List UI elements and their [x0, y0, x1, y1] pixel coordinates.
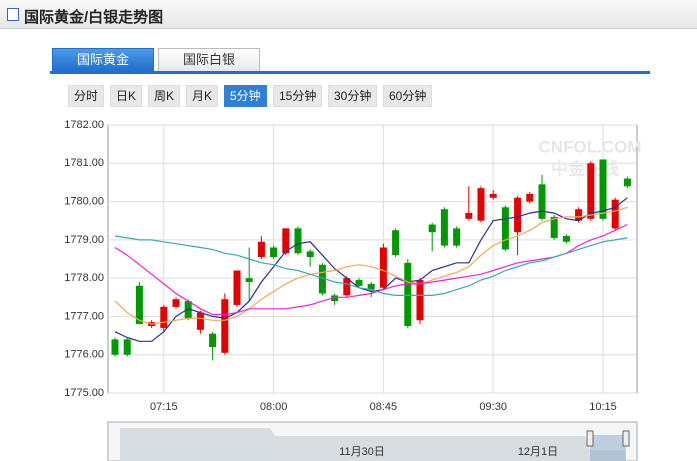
- x-tick-label: 08:45: [370, 401, 398, 413]
- period-button[interactable]: 周K: [148, 85, 181, 107]
- tab[interactable]: 国际白银: [158, 48, 260, 72]
- watermark: 中金在线: [551, 158, 619, 178]
- candle-body: [172, 299, 180, 307]
- period-button[interactable]: 月K: [186, 85, 219, 107]
- x-tick-label: 08:00: [260, 401, 288, 413]
- candle-body: [343, 278, 351, 296]
- period-button[interactable]: 30分钟: [328, 85, 378, 107]
- navigator-label: 11月30日: [339, 446, 385, 458]
- ma-line: [114, 206, 628, 325]
- candle-body: [599, 159, 607, 219]
- candle-body: [221, 299, 229, 353]
- candle-body: [379, 247, 387, 288]
- y-tick-label: 1778.00: [64, 272, 104, 284]
- candle-body: [526, 193, 534, 202]
- candle-body: [282, 228, 290, 254]
- candle-body: [306, 251, 314, 258]
- candle-body: [245, 278, 253, 282]
- candle-body: [587, 163, 595, 219]
- candle-body: [367, 283, 375, 290]
- candle-body: [501, 207, 509, 250]
- candle-body: [623, 178, 631, 187]
- y-tick-label: 1775.00: [64, 387, 104, 399]
- candle-body: [233, 270, 241, 305]
- candle-body: [111, 339, 119, 355]
- tab-underline: [50, 71, 650, 74]
- candle-body: [123, 339, 131, 355]
- navigator-handle[interactable]: [622, 430, 630, 447]
- candle-body: [465, 213, 473, 219]
- candle-body: [270, 247, 278, 258]
- candle-body: [318, 264, 326, 294]
- period-button[interactable]: 5分钟: [224, 85, 267, 107]
- candle-body: [428, 224, 436, 233]
- period-button[interactable]: 15分钟: [273, 85, 323, 107]
- candle-body: [294, 228, 302, 254]
- candle-body: [257, 241, 265, 258]
- ma-line: [114, 223, 628, 316]
- ma-line: [114, 197, 628, 342]
- y-tick-label: 1777.00: [64, 310, 104, 322]
- period-button[interactable]: 60分钟: [383, 85, 433, 107]
- candle-body: [135, 285, 143, 325]
- candle-body: [550, 216, 558, 238]
- candle-body: [453, 228, 461, 246]
- y-tick-label: 1779.00: [64, 234, 104, 246]
- candle-body: [184, 301, 192, 319]
- candle-body: [575, 209, 583, 221]
- watermark: CNFOL.COM: [539, 137, 642, 156]
- icon: [7, 8, 19, 21]
- candle-body: [355, 280, 363, 286]
- candle-body: [331, 295, 339, 302]
- candle-body: [196, 312, 204, 330]
- tab[interactable]: 国际黄金: [52, 48, 154, 72]
- y-tick-label: 1776.00: [64, 349, 104, 361]
- candle-body: [440, 209, 448, 246]
- candle-body: [514, 197, 522, 233]
- x-tick-label: 10:15: [589, 401, 617, 413]
- x-tick-label: 07:15: [150, 401, 178, 413]
- y-tick-label: 1782.00: [64, 119, 104, 131]
- y-tick-label: 1780.00: [64, 195, 104, 207]
- navigator-window[interactable]: [590, 435, 626, 461]
- candle-body: [416, 280, 424, 321]
- header: 国际黄金/白银走势图: [0, 0, 697, 29]
- candle-body: [209, 333, 217, 348]
- candle-body: [477, 188, 485, 221]
- candle-body: [611, 199, 619, 229]
- candle-body: [404, 262, 412, 326]
- x-tick-label: 09:30: [479, 401, 507, 413]
- period-button[interactable]: 日K: [110, 85, 143, 107]
- title: 国际黄金/白银走势图: [24, 9, 164, 26]
- navigator-handle[interactable]: [586, 430, 594, 447]
- period-button[interactable]: 分时: [68, 85, 105, 107]
- navigator-area: [120, 428, 625, 461]
- candle-body: [392, 230, 400, 256]
- candle-body: [562, 236, 570, 242]
- ma-line: [114, 235, 628, 296]
- candle-body: [538, 184, 546, 219]
- y-tick-label: 1781.00: [64, 157, 104, 169]
- candle-body: [489, 193, 497, 198]
- candle-body: [160, 306, 168, 328]
- navigator-label: 12月1日: [518, 446, 558, 458]
